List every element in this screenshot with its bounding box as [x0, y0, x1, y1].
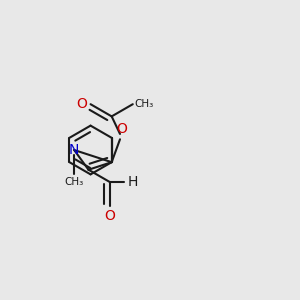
Text: H: H: [128, 175, 138, 189]
Text: O: O: [76, 97, 87, 111]
Text: O: O: [116, 122, 127, 136]
Text: CH₃: CH₃: [134, 99, 154, 109]
Text: CH₃: CH₃: [64, 177, 84, 187]
Text: N: N: [69, 143, 79, 157]
Text: O: O: [104, 209, 115, 223]
